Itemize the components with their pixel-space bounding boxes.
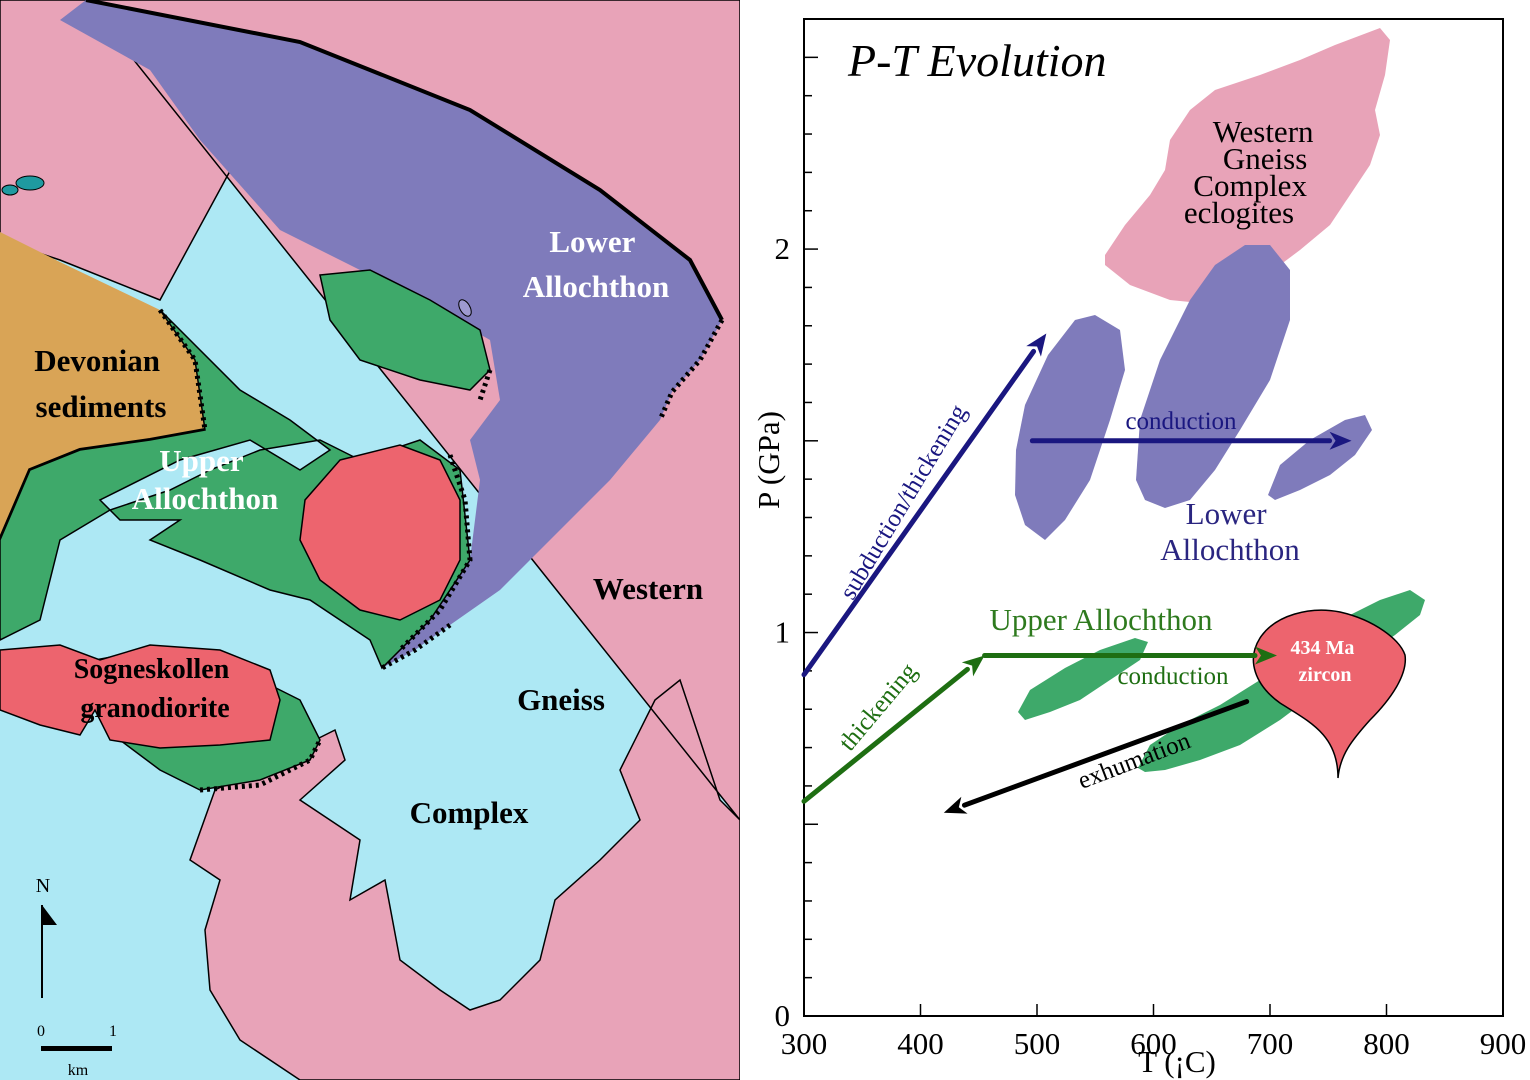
granodiorite-central <box>299 444 461 621</box>
label-wgc-western: Western <box>593 571 703 606</box>
pt-diagram: 0 1 2 300 400 500 600 700 800 900 P-T Evolution T… <box>740 0 1530 1080</box>
svg-text:0: 0 <box>37 1023 45 1040</box>
path-arrow-head <box>943 796 968 814</box>
path-arrow-head <box>1254 646 1277 665</box>
pt-paths <box>801 333 1352 814</box>
path-arrow-line <box>801 348 1037 678</box>
zircon-434ma <box>1252 609 1406 779</box>
path-label-conduction-lower: conduction <box>1125 408 1237 435</box>
upper-allochthon-island <box>319 269 491 391</box>
label-lower-allochthon: Lower Allochthon <box>523 224 669 304</box>
dotted-contact-east <box>380 318 725 671</box>
path-arrow-line <box>801 666 970 804</box>
label-zircon: 434 Ma zircon <box>1291 637 1360 686</box>
north-arrow: N <box>36 875 57 998</box>
y-tick-label: 2 <box>775 231 791 266</box>
svg-text:km: km <box>68 1062 89 1079</box>
path-arrow-head <box>961 655 985 677</box>
svg-text:1: 1 <box>109 1023 117 1040</box>
field-upper-allochthon-1 <box>1018 638 1148 720</box>
chart-title: P-T Evolution <box>847 35 1107 86</box>
scale-bar: 0 1 km <box>37 1023 117 1079</box>
dotted-contact-island <box>477 369 493 401</box>
x-tick-label: 500 <box>1014 1026 1061 1061</box>
label-wgc-complex: Complex <box>410 795 529 830</box>
field-lower-allochthon-3 <box>1268 415 1372 500</box>
islet <box>15 175 45 191</box>
x-tick-label: 600 <box>1130 1026 1177 1061</box>
devonian-region <box>0 232 205 540</box>
y-tick-label: 0 <box>775 998 791 1033</box>
field-lower-allochthon-1 <box>1015 315 1125 540</box>
lower-allochthon-region <box>60 0 722 668</box>
geologic-map: Lower Allochthon Devonian sediments Uppe… <box>0 0 741 1080</box>
x-tick-label: 900 <box>1480 1026 1527 1061</box>
y-axis-title: P (GPa) <box>751 411 786 509</box>
axis-ticks: 0 1 2 300 400 500 600 700 800 900 <box>775 18 1527 1061</box>
label-wgc-gneiss: Gneiss <box>517 682 605 717</box>
granodiorite-sogneskollen <box>0 644 281 749</box>
path-arrow-head <box>1329 431 1352 450</box>
svg-text:N: N <box>36 875 50 897</box>
islet <box>1 184 19 196</box>
path-arrow-head <box>1026 333 1047 357</box>
dotted-contact-central <box>398 454 473 652</box>
field-wgc-eclogites <box>1105 28 1390 305</box>
x-tick-label: 700 <box>1247 1026 1294 1061</box>
x-axis-title: T (¡C) <box>1138 1044 1216 1079</box>
label-devonian: Devonian sediments <box>34 343 168 424</box>
x-tick-label: 300 <box>781 1026 828 1061</box>
x-tick-label: 800 <box>1363 1026 1410 1061</box>
y-tick-label: 1 <box>775 615 791 650</box>
path-arrow-line <box>961 699 1250 808</box>
lower-allochthon-thrust <box>85 0 724 321</box>
dotted-contact-south <box>199 738 323 793</box>
label-upper-allochthon: Upper Allochthon <box>132 443 278 516</box>
label-wgc-eclogites: Western Gneiss Complex eclogites <box>1184 114 1321 230</box>
label-sogneskollen: Sogneskollen granodiorite <box>74 654 237 724</box>
label-upper-allochthon: Upper Allochthon <box>990 602 1213 637</box>
x-tick-label: 400 <box>897 1026 944 1061</box>
label-lower-allochthon: Lower Allochthon <box>1160 496 1300 567</box>
islet <box>458 299 472 317</box>
plot-background <box>740 0 1530 1080</box>
path-label-conduction-upper: conduction <box>1117 663 1229 690</box>
